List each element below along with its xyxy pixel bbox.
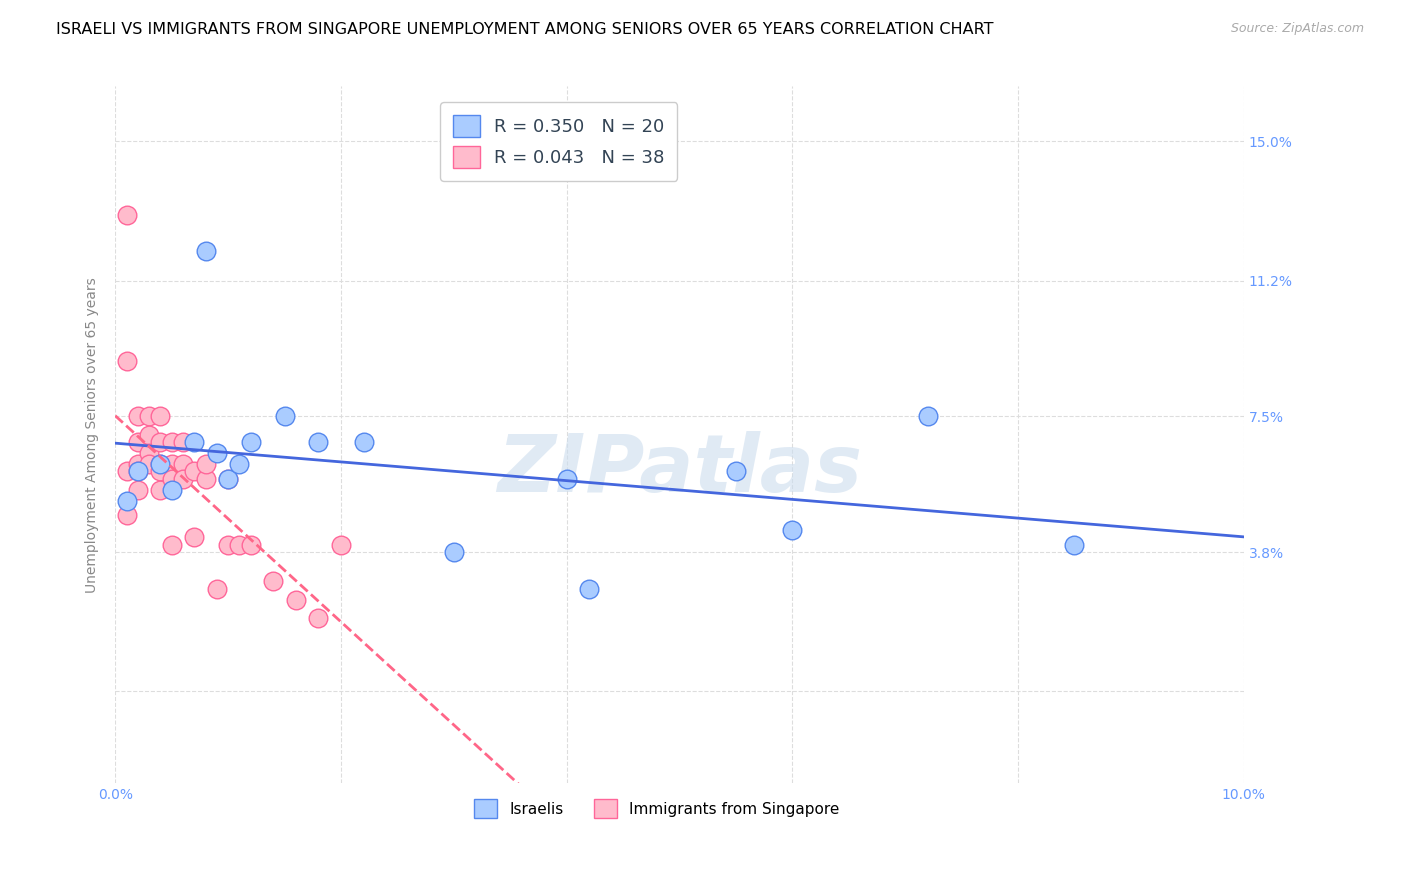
Point <box>127 409 149 424</box>
Point <box>127 464 149 478</box>
Point <box>160 457 183 471</box>
Point <box>138 409 160 424</box>
Point <box>149 457 172 471</box>
Point <box>228 538 250 552</box>
Point <box>115 493 138 508</box>
Point <box>183 464 205 478</box>
Point <box>172 435 194 450</box>
Point <box>183 435 205 450</box>
Point <box>724 464 747 478</box>
Point <box>239 538 262 552</box>
Point <box>217 538 239 552</box>
Point <box>1063 538 1085 552</box>
Point <box>160 538 183 552</box>
Point <box>115 464 138 478</box>
Point <box>149 457 172 471</box>
Point <box>353 435 375 450</box>
Point <box>138 427 160 442</box>
Y-axis label: Unemployment Among Seniors over 65 years: Unemployment Among Seniors over 65 years <box>86 277 100 592</box>
Point <box>217 472 239 486</box>
Text: ZIPatlas: ZIPatlas <box>496 431 862 508</box>
Point <box>149 483 172 497</box>
Point <box>782 523 804 537</box>
Point <box>127 457 149 471</box>
Point <box>127 464 149 478</box>
Point <box>138 457 160 471</box>
Point <box>217 472 239 486</box>
Point <box>307 611 329 625</box>
Point <box>262 574 284 589</box>
Point <box>183 530 205 544</box>
Point <box>205 446 228 460</box>
Text: ISRAELI VS IMMIGRANTS FROM SINGAPORE UNEMPLOYMENT AMONG SENIORS OVER 65 YEARS CO: ISRAELI VS IMMIGRANTS FROM SINGAPORE UNE… <box>56 22 994 37</box>
Point <box>149 435 172 450</box>
Text: Source: ZipAtlas.com: Source: ZipAtlas.com <box>1230 22 1364 36</box>
Point <box>172 472 194 486</box>
Point <box>239 435 262 450</box>
Point <box>127 483 149 497</box>
Point <box>160 483 183 497</box>
Point <box>307 435 329 450</box>
Point <box>138 446 160 460</box>
Point <box>172 457 194 471</box>
Point <box>115 508 138 523</box>
Point <box>194 457 217 471</box>
Point <box>917 409 939 424</box>
Point <box>115 208 138 222</box>
Point <box>149 409 172 424</box>
Point <box>127 435 149 450</box>
Point <box>228 457 250 471</box>
Point <box>160 435 183 450</box>
Point <box>330 538 353 552</box>
Point <box>273 409 295 424</box>
Point <box>578 582 600 596</box>
Point <box>284 592 307 607</box>
Point <box>555 472 578 486</box>
Point <box>115 354 138 368</box>
Legend: Israelis, Immigrants from Singapore: Israelis, Immigrants from Singapore <box>468 793 846 824</box>
Point <box>160 472 183 486</box>
Point <box>194 244 217 259</box>
Point <box>443 545 465 559</box>
Point <box>194 472 217 486</box>
Point <box>205 582 228 596</box>
Point <box>149 464 172 478</box>
